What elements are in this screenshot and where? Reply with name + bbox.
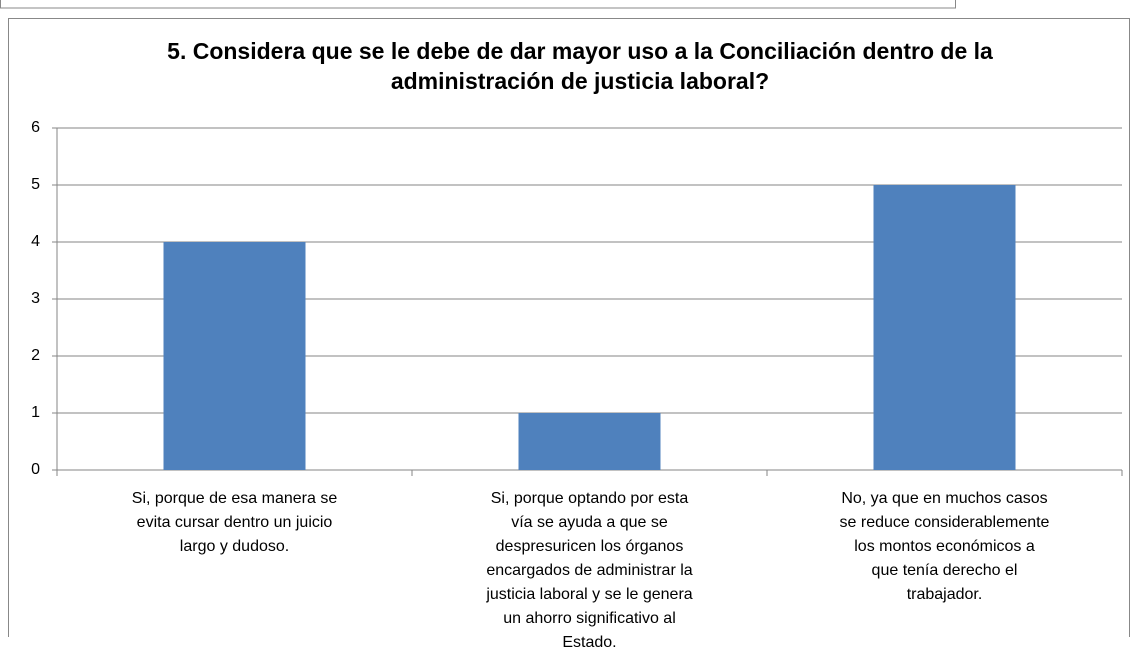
x-tick-label: Si, porque de esa manera se evita cursar… — [131, 490, 338, 555]
y-tick-label: 6 — [31, 119, 40, 136]
bar — [518, 413, 661, 470]
chart: 0 1 2 3 4 5 6 — [0, 0, 1130, 637]
y-tick-label: 1 — [31, 404, 40, 421]
x-tick-label: Si, porque optando por esta vía se ayuda… — [486, 490, 693, 651]
y-tick-label: 3 — [31, 290, 40, 307]
x-tick-label: No, ya que en muchos casos se reduce con… — [839, 490, 1050, 603]
chart-title: 5. Considera que se le debe de dar mayor… — [167, 38, 993, 94]
y-tick-label: 5 — [31, 176, 40, 193]
y-tick-label: 2 — [31, 347, 40, 364]
y-tick-label: 4 — [31, 233, 40, 250]
bar — [163, 242, 306, 470]
upper-frame — [0, 0, 956, 9]
y-tick-label: 0 — [31, 461, 40, 478]
bar — [873, 185, 1016, 470]
